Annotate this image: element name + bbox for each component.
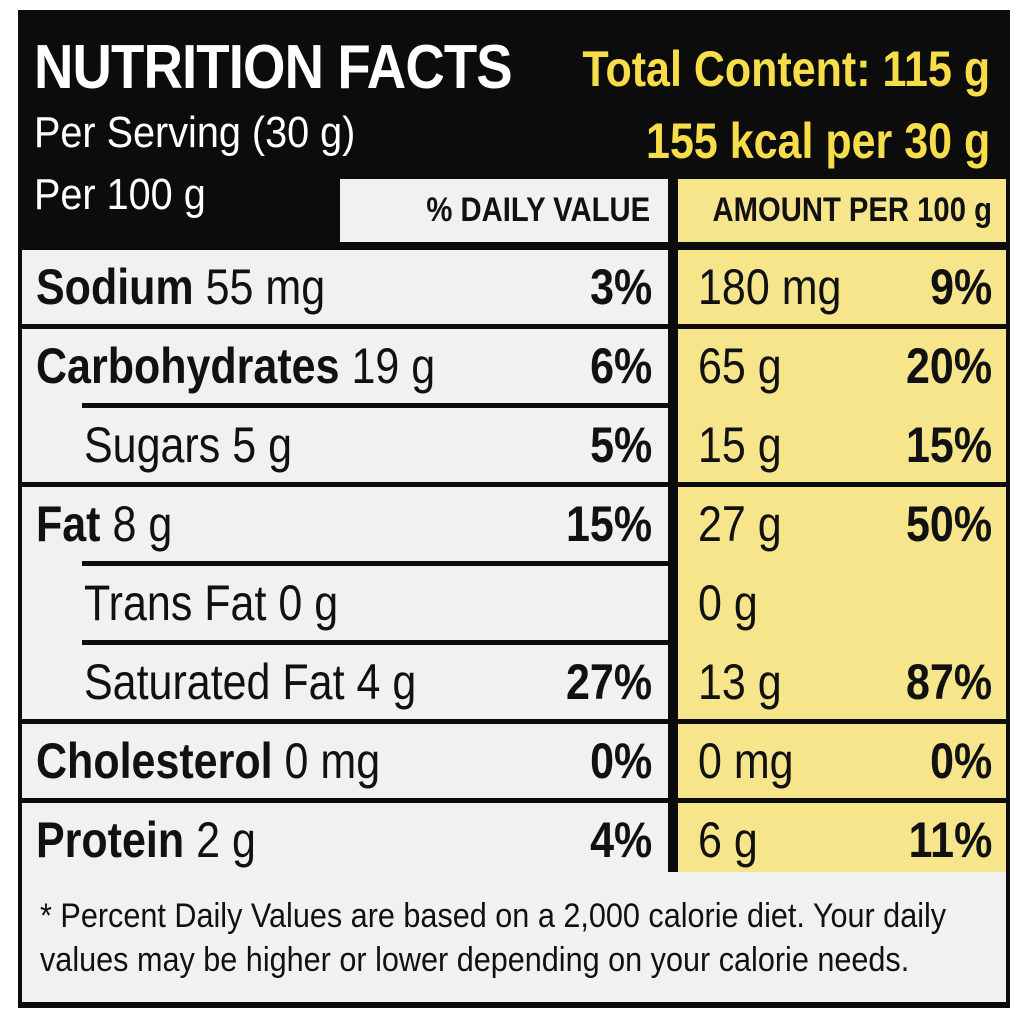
daily-value-per-100g: 20% [905, 338, 992, 394]
daily-value-header-label: % DAILY VALUE [426, 191, 650, 229]
nutrition-label: NUTRITION FACTS Per Serving (30 g) Per 1… [18, 10, 1010, 1008]
nutrient-name: Cholesterol [36, 733, 273, 789]
row-divider-right [678, 561, 1006, 566]
amount-per-100g: 15 g [698, 417, 782, 473]
nutrient-amount: 5 g [232, 417, 292, 473]
per-serving-cell: Trans Fat 0 g [22, 566, 668, 640]
nutrient-name: Sugars [84, 417, 221, 473]
per-100g-text: Per 100 g [34, 170, 206, 219]
nutrient-name: Protein [36, 812, 185, 868]
per-serving-cell: Fat 8 g 15% [22, 487, 668, 561]
daily-value-column-header: % DAILY VALUE [340, 179, 668, 242]
per-100g-cell: 0 mg 0% [678, 724, 1006, 798]
footnote: * Percent Daily Values are based on a 2,… [22, 872, 1006, 1002]
per-100g-cell: 15 g 15% [678, 408, 1006, 482]
per-100g-cell: 27 g 50% [678, 487, 1006, 561]
footnote-text: * Percent Daily Values are based on a 2,… [40, 897, 947, 979]
per-100g-cell: 180 mg 9% [678, 250, 1006, 324]
nutrient-label: Saturated Fat 4 g [84, 645, 416, 719]
daily-value-per-100g: 15% [905, 417, 992, 473]
nutrient-name: Saturated Fat [84, 654, 345, 710]
per-serving-cell: Saturated Fat 4 g 27% [22, 645, 668, 719]
daily-value-per-100g: 9% [929, 259, 992, 315]
nutrient-amount: 0 mg [284, 733, 381, 789]
table-row: Sugars 5 g 5% 15 g 15% [18, 408, 1010, 482]
total-content-text: Total Content: 115 g [582, 41, 990, 97]
daily-value-percent: 0% [589, 733, 652, 789]
amount-per-100g: 0 g [698, 575, 758, 631]
label-header: NUTRITION FACTS Per Serving (30 g) Per 1… [18, 10, 1010, 242]
daily-value-per-100g: 87% [905, 654, 992, 710]
daily-value-percent: 3% [589, 259, 652, 315]
amount-per-100g: 0 mg [698, 733, 794, 789]
per-serving-cell: Carbohydrates 19 g 6% [22, 329, 668, 403]
amount-per-100-column-header: AMOUNT PER 100 g [678, 179, 1006, 242]
nutrient-label: Fat 8 g [36, 487, 172, 561]
amount-per-100g: 27 g [698, 496, 782, 552]
row-divider [22, 403, 82, 408]
nutrient-label: Trans Fat 0 g [84, 566, 338, 640]
nutrient-name: Trans Fat [84, 575, 267, 631]
table-row: Cholesterol 0 mg 0% 0 mg 0% [18, 724, 1010, 798]
row-divider [22, 640, 82, 645]
amount-per-100g: 180 mg [698, 259, 842, 315]
per-serving-cell: Sodium 55 mg 3% [22, 250, 668, 324]
label-title: NUTRITION FACTS [34, 33, 513, 102]
table-row: Carbohydrates 19 g 6% 65 g 20% [18, 329, 1010, 408]
amount-per-100g: 65 g [698, 338, 782, 394]
amount-per-100-header-label: AMOUNT PER 100 g [712, 191, 992, 229]
nutrient-label: Carbohydrates 19 g [36, 329, 435, 403]
daily-value-percent: 5% [589, 417, 652, 473]
per-100g-cell: 65 g 20% [678, 329, 1006, 403]
row-divider-right [678, 640, 1006, 645]
nutrient-name: Sodium [36, 259, 194, 315]
table-row: Protein 2 g 4% 6 g 11% [18, 803, 1010, 877]
table-row: Saturated Fat 4 g 27% 13 g 87% [18, 645, 1010, 719]
nutrient-label: Sodium 55 mg [36, 250, 325, 324]
per-100g-cell: 13 g 87% [678, 645, 1006, 719]
nutrient-amount: 8 g [112, 496, 173, 552]
per-serving-text: Per Serving (30 g) [34, 108, 356, 157]
daily-value-percent: 6% [589, 338, 652, 394]
daily-value-per-100g: 11% [908, 812, 992, 868]
nutrient-amount: 4 g [356, 654, 417, 710]
amount-per-100g: 13 g [698, 654, 782, 710]
table-row: Sodium 55 mg 3% 180 mg 9% [18, 250, 1010, 324]
nutrient-label: Cholesterol 0 mg [36, 724, 380, 798]
nutrient-amount: 19 g [351, 338, 436, 394]
daily-value-percent: 27% [565, 654, 652, 710]
table-row: Fat 8 g 15% 27 g 50% [18, 487, 1010, 566]
nutrient-name: Carbohydrates [36, 338, 340, 394]
daily-value-percent: 4% [589, 812, 652, 868]
daily-value-per-100g: 0% [929, 733, 992, 789]
daily-value-percent: 15% [565, 496, 652, 552]
per-100g-cell: 0 g [678, 566, 1006, 640]
nutrient-name: Fat [36, 496, 101, 552]
row-divider-right [678, 403, 1006, 408]
per-100g-cell: 6 g 11% [678, 803, 1006, 877]
nutrient-amount: 2 g [196, 812, 256, 868]
nutrient-amount: 0 g [278, 575, 339, 631]
per-serving-cell: Protein 2 g 4% [22, 803, 668, 877]
nutrient-label: Sugars 5 g [84, 408, 292, 482]
per-serving-cell: Sugars 5 g 5% [22, 408, 668, 482]
nutrient-label: Protein 2 g [36, 803, 256, 877]
nutrient-amount: 55 mg [205, 259, 326, 315]
row-divider [22, 561, 82, 566]
kcal-text: 155 kcal per 30 g [645, 113, 990, 169]
amount-per-100g: 6 g [698, 812, 758, 868]
daily-value-per-100g: 50% [905, 496, 992, 552]
per-serving-cell: Cholesterol 0 mg 0% [22, 724, 668, 798]
